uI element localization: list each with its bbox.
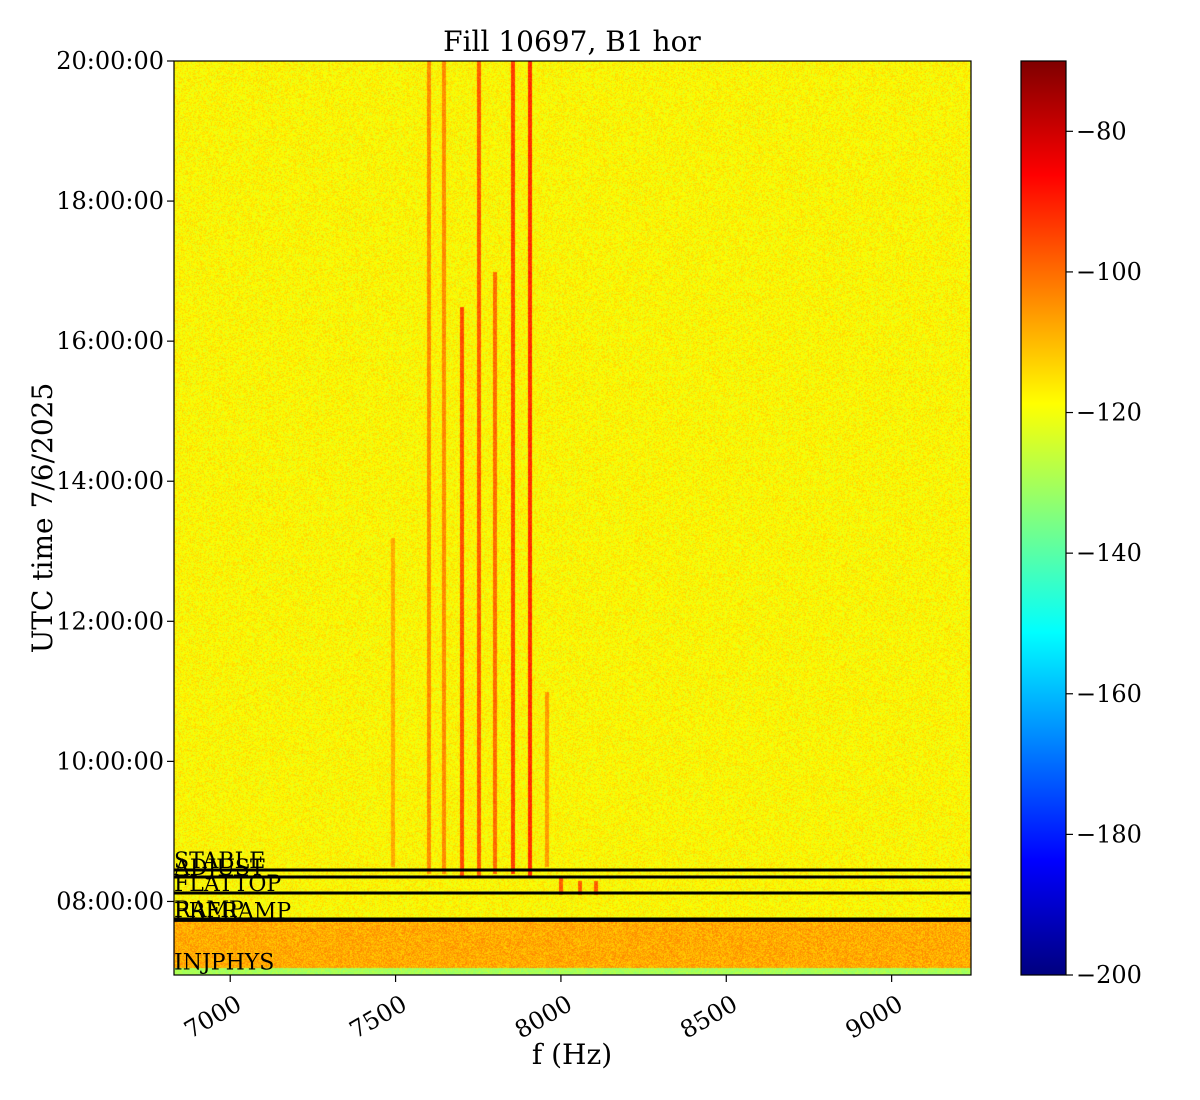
x-tick-label: 7000 [179, 990, 246, 1045]
y-axis-ticks: 08:00:00 10:00:00 12:00:00 14:00:00 16:00:00… [56, 47, 174, 915]
plot-frame [173, 60, 972, 976]
x-tick-label: 9000 [841, 990, 908, 1045]
y-tick-label: 18:00:00 [56, 187, 164, 215]
colorbar-tick-label: −80 [1076, 117, 1127, 145]
beam-mode-label: RAMP [174, 898, 244, 923]
x-tick-label: 8500 [675, 990, 742, 1045]
colorbar-tick-label: −200 [1076, 961, 1142, 989]
beam-mode-label: STABLE [174, 849, 265, 874]
x-tick-label: 7500 [345, 990, 412, 1045]
chart-title: Fill 10697, B1 hor [443, 25, 701, 58]
y-axis-label: UTC time 7/6/2025 [26, 383, 59, 654]
heatmap-image-holder [174, 61, 971, 975]
y-tick-label: 12:00:00 [56, 607, 164, 635]
colorbar [1020, 60, 1067, 976]
y-tick-label: 16:00:00 [56, 327, 164, 355]
y-tick-label: 10:00:00 [56, 747, 164, 775]
x-axis-ticks: 7000 7500 8000 8500 9000 [179, 975, 908, 1045]
colorbar-tick-label: −120 [1076, 399, 1142, 427]
y-tick-label: 08:00:00 [56, 887, 164, 915]
colorbar-tick-label: −100 [1076, 258, 1142, 286]
x-axis-label: f (Hz) [532, 1038, 612, 1071]
colorbar-tick-label: −160 [1076, 680, 1142, 708]
x-tick-label: 8000 [510, 990, 577, 1045]
y-tick-label: 20:00:00 [56, 47, 164, 75]
beam-mode-label: INJPHYS [174, 950, 274, 975]
colorbar-tick-label: −140 [1076, 539, 1142, 567]
y-tick-label: 14:00:00 [56, 467, 164, 495]
colorbar-tick-label: −180 [1076, 820, 1142, 848]
heatmap-image [174, 61, 971, 975]
colorbar-ticks: −80 −100 −120 −140 −160 −180 −200 [1066, 117, 1142, 989]
beam-mode-label: PRERAMP [174, 899, 291, 924]
